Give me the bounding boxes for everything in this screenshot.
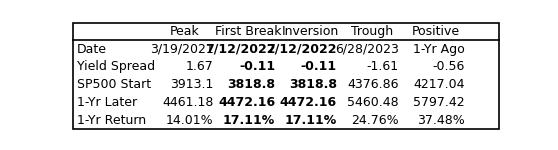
Text: 17.11%: 17.11%	[285, 114, 337, 126]
Text: -0.11: -0.11	[239, 60, 275, 73]
Text: 1-Yr Later: 1-Yr Later	[76, 96, 137, 109]
Text: Inversion: Inversion	[282, 25, 339, 38]
Text: 4461.18: 4461.18	[162, 96, 214, 109]
Text: 37.48%: 37.48%	[417, 114, 465, 126]
Text: Trough: Trough	[351, 25, 393, 38]
Text: 14.01%: 14.01%	[166, 114, 214, 126]
Text: 17.11%: 17.11%	[223, 114, 275, 126]
Text: 1-Yr Return: 1-Yr Return	[76, 114, 146, 126]
Text: 5460.48: 5460.48	[347, 96, 398, 109]
Text: Yield Spread: Yield Spread	[76, 60, 155, 73]
Text: SP500 Start: SP500 Start	[76, 78, 151, 91]
Text: First Break: First Break	[215, 25, 282, 38]
Text: 4472.16: 4472.16	[218, 96, 275, 109]
Text: 3818.8: 3818.8	[227, 78, 275, 91]
Text: 7/12/2022: 7/12/2022	[267, 43, 337, 56]
Text: 4376.86: 4376.86	[347, 78, 398, 91]
Text: Peak: Peak	[170, 25, 200, 38]
Text: 4472.16: 4472.16	[280, 96, 337, 109]
Text: 3/19/2021: 3/19/2021	[150, 43, 214, 56]
Text: -0.11: -0.11	[301, 60, 337, 73]
Text: -0.56: -0.56	[432, 60, 465, 73]
Text: 6/28/2023: 6/28/2023	[335, 43, 398, 56]
Text: 1.67: 1.67	[186, 60, 214, 73]
Text: 1-Yr Ago: 1-Yr Ago	[413, 43, 465, 56]
Text: -1.61: -1.61	[367, 60, 398, 73]
Text: 24.76%: 24.76%	[351, 114, 398, 126]
Text: 4217.04: 4217.04	[413, 78, 465, 91]
Text: 5797.42: 5797.42	[413, 96, 465, 109]
Text: Date: Date	[76, 43, 107, 56]
Text: 3913.1: 3913.1	[170, 78, 214, 91]
Text: 7/12/2022: 7/12/2022	[205, 43, 275, 56]
Text: Positive: Positive	[412, 25, 460, 38]
Text: 3818.8: 3818.8	[289, 78, 337, 91]
